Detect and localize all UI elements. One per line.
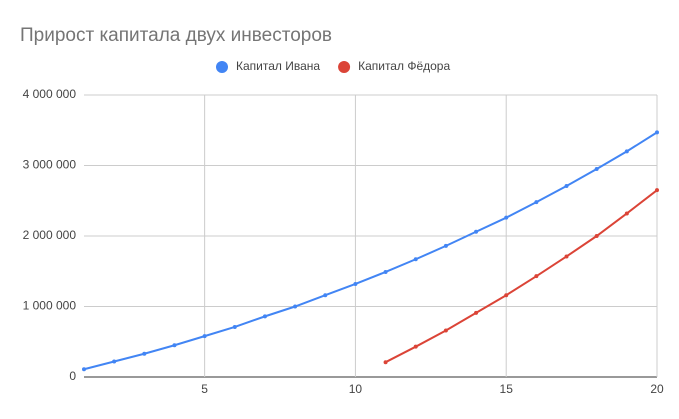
data-point bbox=[504, 293, 509, 298]
x-tick-label: 10 bbox=[349, 382, 363, 396]
y-tick-label: 1 000 000 bbox=[23, 299, 77, 313]
data-point bbox=[443, 243, 448, 248]
data-point bbox=[142, 351, 147, 356]
data-point bbox=[474, 229, 479, 234]
data-point bbox=[443, 328, 448, 333]
data-point bbox=[624, 211, 629, 216]
data-point bbox=[534, 274, 539, 279]
data-point bbox=[262, 314, 267, 319]
data-point bbox=[504, 215, 509, 220]
x-tick-label: 15 bbox=[500, 382, 514, 396]
data-point bbox=[82, 367, 86, 372]
data-point bbox=[202, 334, 207, 339]
data-point bbox=[564, 254, 569, 259]
legend-marker bbox=[338, 61, 351, 73]
data-point bbox=[323, 293, 328, 298]
data-point bbox=[413, 344, 418, 349]
data-point bbox=[413, 257, 418, 262]
data-point bbox=[172, 343, 177, 348]
data-point bbox=[564, 183, 569, 188]
x-tick-label: 5 bbox=[201, 382, 208, 396]
chart-title: Прирост капитала двух инвесторов bbox=[20, 25, 332, 46]
series-line bbox=[385, 189, 658, 364]
y-tick-label: 3 000 000 bbox=[23, 158, 77, 172]
legend: Капитал Ивана Капитал Фёдора bbox=[216, 59, 450, 73]
y-tick-label: 0 bbox=[69, 369, 76, 383]
y-tick-label: 2 000 000 bbox=[23, 228, 77, 242]
data-point bbox=[383, 360, 388, 365]
data-point bbox=[624, 149, 629, 154]
data-point bbox=[383, 269, 388, 274]
data-point bbox=[534, 200, 539, 205]
data-point bbox=[232, 324, 237, 329]
data-point bbox=[655, 130, 659, 135]
data-point bbox=[655, 188, 659, 193]
data-point bbox=[474, 310, 479, 315]
data-point bbox=[594, 167, 599, 172]
legend-label: Капитал Ивана bbox=[236, 59, 320, 73]
x-tick-label: 20 bbox=[650, 382, 664, 396]
series-line bbox=[83, 131, 658, 371]
legend-marker bbox=[216, 61, 228, 73]
data-point bbox=[112, 359, 117, 364]
legend-label: Капитал Фёдора bbox=[358, 59, 450, 73]
data-point bbox=[594, 234, 599, 238]
y-tick-label: 4 000 000 bbox=[23, 87, 77, 101]
data-point bbox=[353, 281, 358, 286]
data-point bbox=[293, 304, 298, 309]
